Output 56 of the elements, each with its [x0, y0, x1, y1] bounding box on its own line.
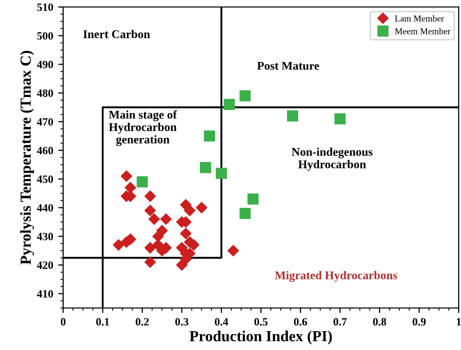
y-tick-label: 490 [36, 60, 54, 68]
point [160, 214, 172, 225]
point [247, 194, 259, 205]
point [204, 130, 216, 142]
x-tick-label: 1 [456, 318, 461, 326]
y-tick-label: 430 [36, 232, 54, 240]
y-tick-label: 410 [36, 290, 54, 298]
point [144, 242, 156, 254]
x-tick-label: 0.5 [254, 318, 268, 326]
y-axis-title: Pyrolysis Temperature (Tmax C) [20, 50, 34, 265]
x-tick-label: 0.9 [412, 318, 426, 326]
point [216, 168, 227, 179]
x-tick-label: 0.1 [96, 318, 110, 326]
legend-label: Lam Member [394, 15, 444, 22]
annotation: Main stage of Hydrocarbon generation [108, 110, 177, 146]
point [152, 230, 164, 242]
annotation: Non-indegenous Hydrocarbon [292, 148, 373, 171]
point [148, 214, 160, 225]
point [144, 190, 156, 202]
annotation: Migrated Hydrocarbons [274, 270, 398, 282]
point [224, 98, 235, 110]
point [334, 113, 346, 124]
point [120, 170, 132, 182]
point [136, 176, 148, 188]
y-tick-label: 440 [36, 204, 54, 212]
x-tick-label: 0.6 [294, 318, 308, 326]
point [196, 202, 208, 214]
x-tick-label: 0.2 [136, 318, 149, 326]
x-tick-label: 0.7 [334, 318, 347, 326]
point [184, 204, 196, 216]
point [180, 228, 192, 240]
y-tick-label: 460 [36, 146, 54, 154]
x-axis-title: Production Index (PI) [190, 330, 332, 344]
point [176, 259, 188, 271]
y-tick-label: 450 [36, 175, 54, 183]
y-tick-label: 500 [37, 32, 54, 40]
point [144, 256, 156, 268]
annotation: Inert Carbon [83, 30, 150, 38]
point [228, 245, 239, 256]
x-tick-label: 0 [60, 318, 66, 326]
point [200, 162, 212, 174]
point [287, 110, 298, 122]
legend-label: Meem Member [394, 28, 450, 34]
annotation: Post Mature [257, 62, 320, 70]
point [124, 182, 136, 194]
y-tick-label: 480 [36, 89, 54, 97]
point [240, 208, 251, 219]
x-tick-label: 0.4 [214, 318, 228, 326]
x-tick-label: 0.3 [175, 318, 188, 326]
point [112, 239, 124, 251]
y-tick-label: 510 [37, 3, 54, 11]
x-tick-label: 0.8 [373, 318, 386, 326]
point [144, 204, 156, 216]
point [240, 90, 251, 102]
y-tick-label: 470 [36, 118, 54, 126]
y-tick-label: 420 [36, 261, 54, 269]
